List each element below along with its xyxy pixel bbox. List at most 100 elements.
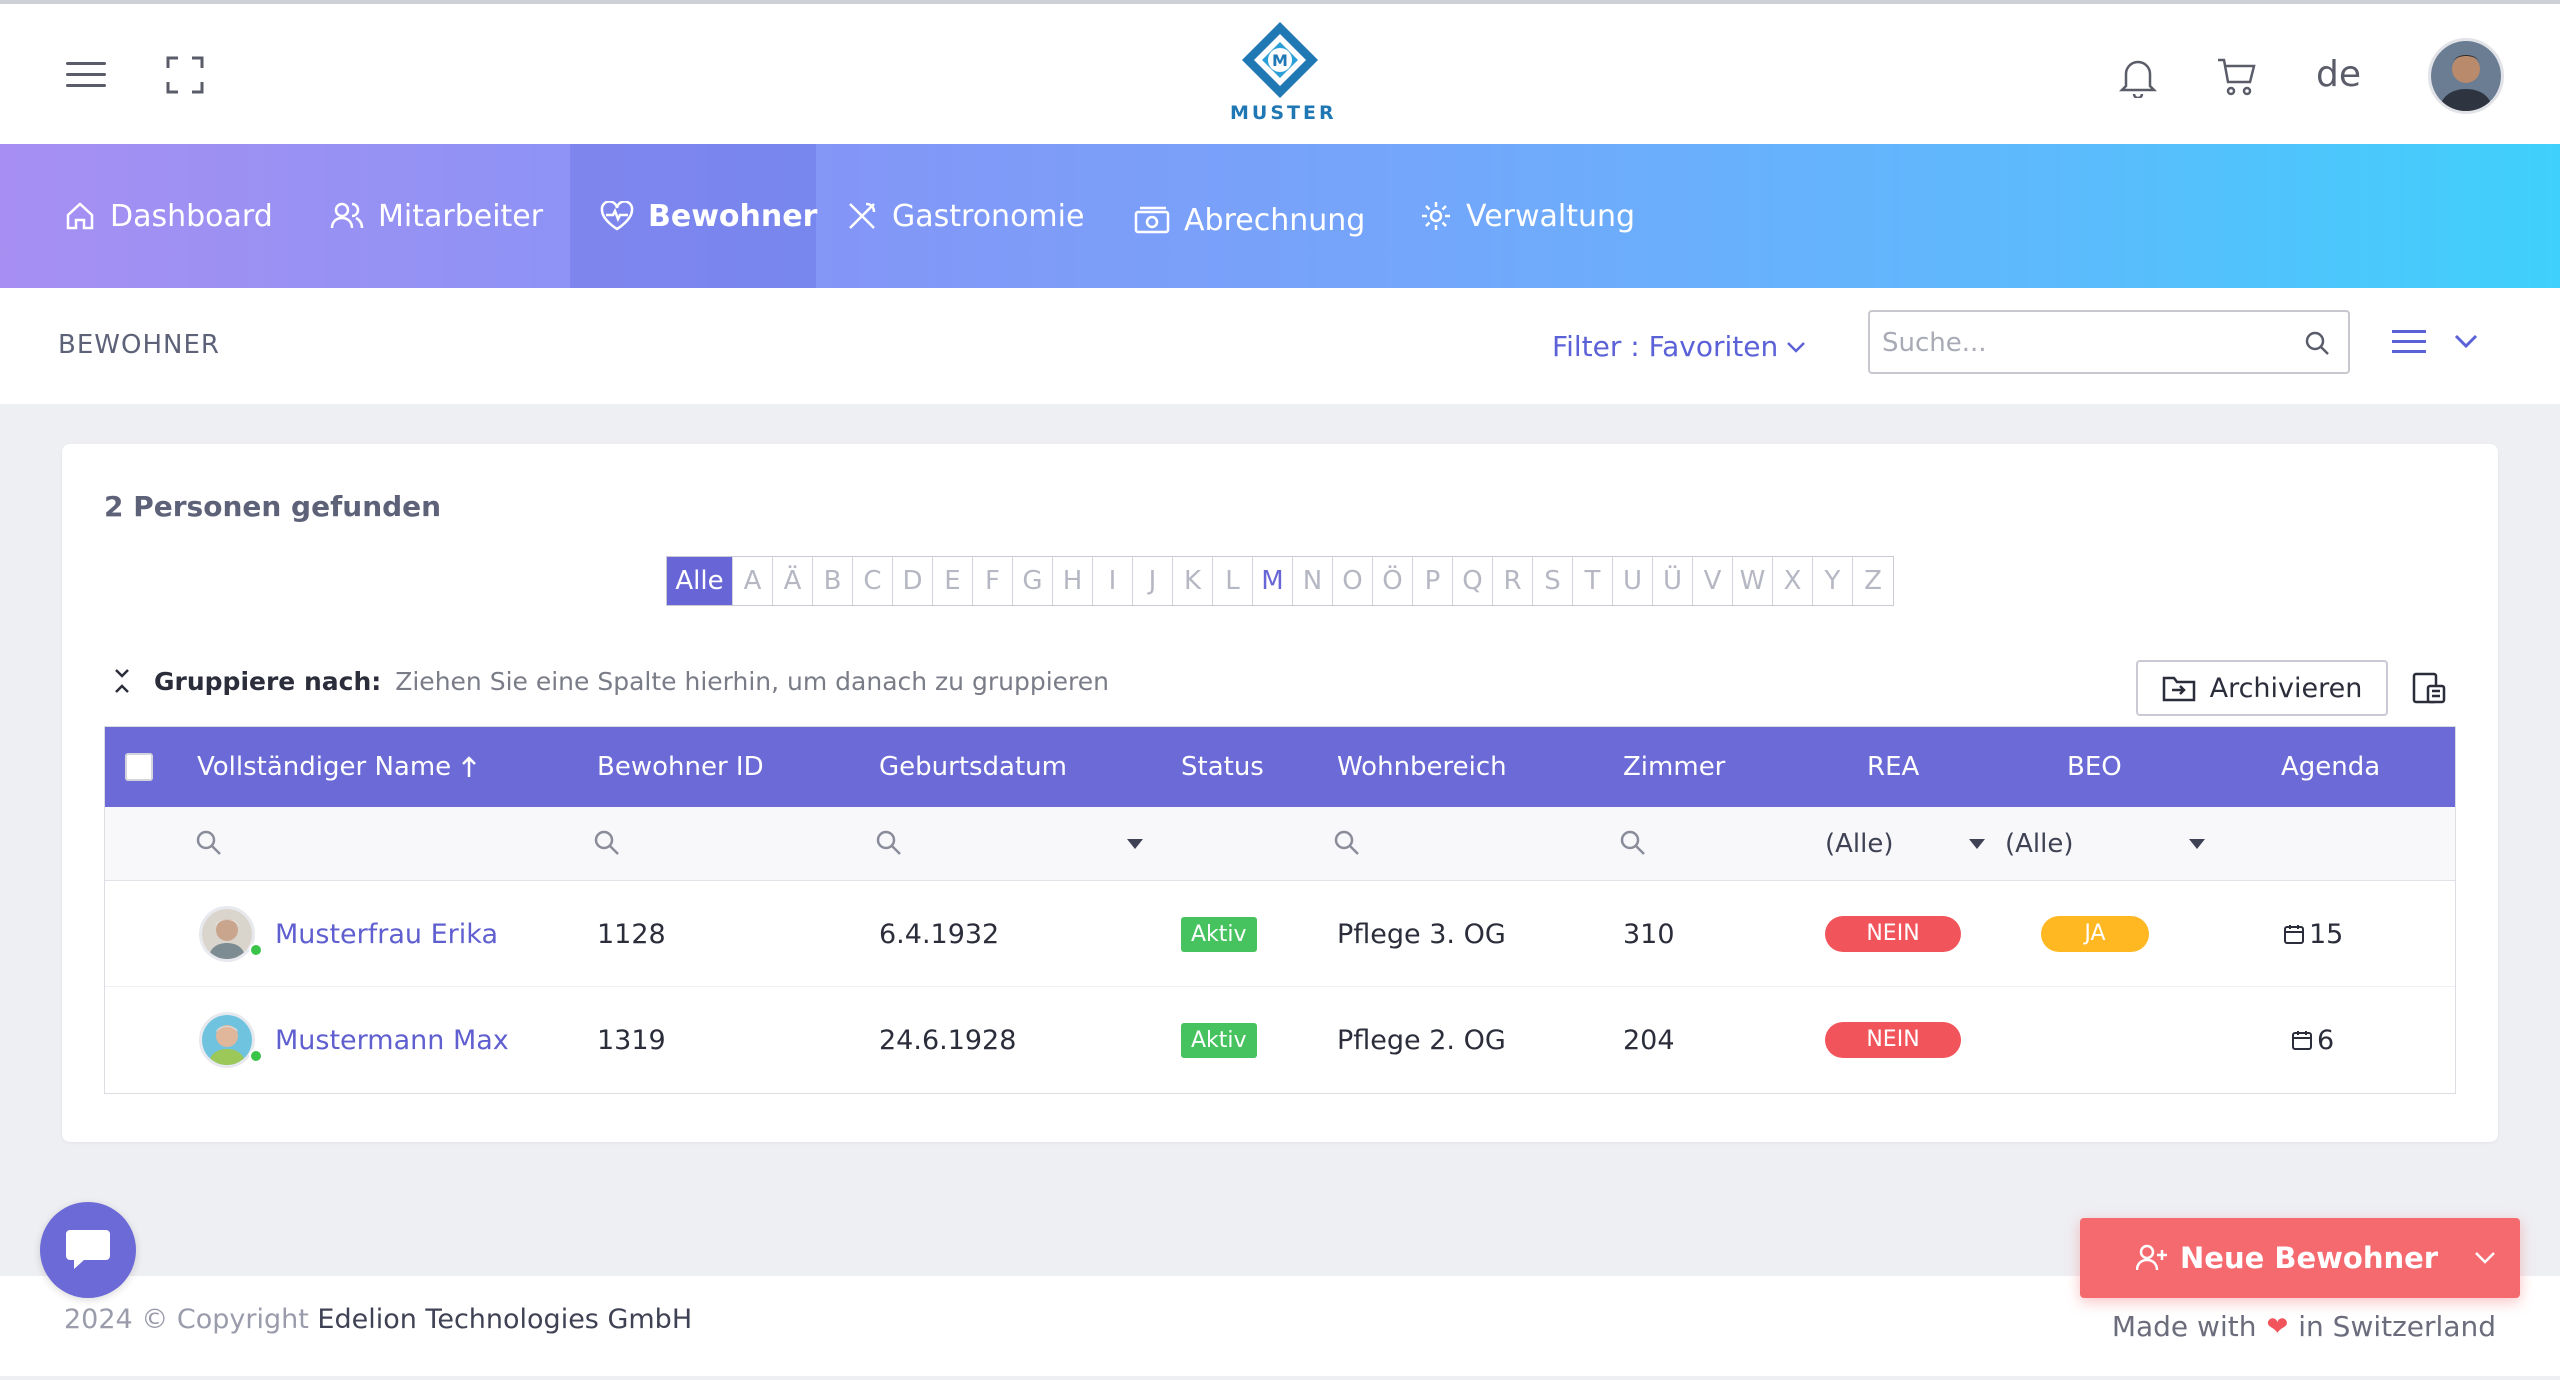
nav-label-gastronomie: Gastronomie [892,198,1085,234]
new-resident-button[interactable]: Neue Bewohner [2080,1218,2520,1298]
agenda-cell[interactable]: 6 [2291,987,2334,1093]
new-resident-dropdown[interactable] [2450,1251,2520,1265]
cart-icon[interactable] [2216,56,2258,98]
header-agenda[interactable]: Agenda [2281,752,2381,782]
search-input[interactable]: Suche... [1868,310,2350,374]
resident-birth: 6.4.1932 [879,918,1000,950]
table-row[interactable]: Musterfrau Erika 1128 6.4.1932 Aktiv Pfl… [105,881,2455,987]
brand-logo-text: MUSTER [1230,102,1337,124]
group-panel[interactable]: Gruppiere nach: Ziehen Sie eine Spalte h… [114,666,1109,696]
filter-dropdown[interactable]: Filter : Favoriten [1552,330,1806,363]
new-resident-main[interactable]: Neue Bewohner [2080,1241,2450,1275]
search-icon[interactable] [2304,330,2330,356]
language-switch[interactable]: de [2316,54,2361,95]
agenda-cell[interactable]: 15 [2283,881,2343,987]
top-bar: M MUSTER de [0,0,2560,144]
resident-avatar[interactable] [199,881,263,987]
list-view-icon[interactable] [2392,328,2426,354]
alphabet-letter[interactable]: V [1693,557,1733,605]
fullscreen-icon[interactable] [166,56,204,94]
alphabet-letter[interactable]: Ü [1653,557,1693,605]
table-row[interactable]: Mustermann Max 1319 24.6.1928 Aktiv Pfle… [105,987,2455,1093]
alphabet-letter[interactable]: N [1293,557,1333,605]
nav-item-verwaltung[interactable]: Verwaltung [1390,144,1665,288]
header-beo[interactable]: BEO [2067,752,2122,782]
alphabet-letter[interactable]: A [733,557,773,605]
nav-item-gastronomie[interactable]: Gastronomie [816,144,1114,288]
alphabet-letter[interactable]: P [1413,557,1453,605]
alphabet-letter[interactable]: H [1053,557,1093,605]
beo-badge: JA [2041,916,2149,952]
alphabet-letter[interactable]: E [933,557,973,605]
filter-birth-dropdown-icon[interactable] [1127,839,1143,849]
filter-birth-search-icon[interactable] [875,829,903,857]
header-id[interactable]: Bewohner ID [597,752,764,782]
alphabet-letter[interactable]: U [1613,557,1653,605]
alphabet-letter[interactable]: Z [1864,566,1882,596]
alphabet-letter[interactable]: M [1253,557,1293,605]
header-name[interactable]: Vollständiger Name [197,727,477,807]
resident-birth: 24.6.1928 [879,1024,1017,1056]
alphabet-letter[interactable]: Alle [667,557,733,605]
header-rea[interactable]: REA [1867,752,1920,782]
filter-rea-select[interactable]: (Alle) [1825,829,1985,859]
filter-row: (Alle) (Alle) [105,807,2455,881]
filter-name-search-icon[interactable] [195,829,223,857]
filter-room-search-icon[interactable] [1619,829,1647,857]
resident-area: Pflege 2. OG [1337,1024,1506,1056]
alphabet-letter[interactable]: S [1533,557,1573,605]
nav-item-dashboard[interactable]: Dashboard [34,144,303,288]
group-hint: Ziehen Sie eine Spalte hierhin, um danac… [395,666,1109,696]
alphabet-letter[interactable]: I [1093,557,1133,605]
alphabet-letter[interactable]: T [1573,557,1613,605]
alphabet-letter[interactable]: W [1733,557,1773,605]
hamburger-menu-icon[interactable] [66,60,106,90]
chat-button[interactable] [40,1202,136,1298]
header-room[interactable]: Zimmer [1623,752,1726,782]
select-all-checkbox[interactable] [125,753,153,781]
filter-beo-select[interactable]: (Alle) [2005,829,2205,859]
nav-item-abrechnung[interactable]: Abrechnung [1104,148,1395,292]
alphabet-letter[interactable]: O [1333,557,1373,605]
alphabet-letter[interactable]: X [1773,557,1813,605]
alphabet-letter[interactable]: K [1173,557,1213,605]
column-chooser-icon[interactable] [2412,672,2446,704]
alphabet-letter[interactable]: C [853,557,893,605]
nav-item-bewohner[interactable]: Bewohner [570,144,818,288]
alphabet-letter[interactable]: J [1133,557,1173,605]
alphabet-letter[interactable]: D [893,557,933,605]
filter-id-search-icon[interactable] [593,829,621,857]
bell-icon[interactable] [2118,56,2158,98]
nav-item-mitarbeiter[interactable]: Mitarbeiter [300,144,573,288]
archive-button[interactable]: Archivieren [2136,660,2388,716]
brand-logo[interactable]: M MUSTER [1230,20,1337,124]
rea-cell: NEIN [1825,987,1961,1093]
alphabet-letter[interactable]: L [1213,557,1253,605]
view-options-chevron-icon[interactable] [2454,334,2478,348]
resident-id-value: 1319 [597,1024,666,1056]
resident-avatar[interactable] [199,987,263,1093]
alphabet-letter[interactable]: Ä [773,557,813,605]
alphabet-letter[interactable]: G [1013,557,1053,605]
header-birth[interactable]: Geburtsdatum [879,752,1067,782]
company-link[interactable]: Edelion Technologies GmbH [317,1304,693,1335]
alphabet-letter[interactable]: Y [1813,557,1853,605]
resident-room: 204 [1623,1024,1675,1056]
alphabet-letter[interactable]: R [1493,557,1533,605]
nav-label-bewohner: Bewohner [648,198,818,234]
alphabet-letter[interactable]: Q [1453,557,1493,605]
header-area[interactable]: Wohnbereich [1337,752,1507,782]
alphabet-letter[interactable]: B [813,557,853,605]
filter-beo-value: (Alle) [2005,829,2074,859]
resident-name-link[interactable]: Mustermann Max [275,1024,509,1056]
filter-area-search-icon[interactable] [1333,829,1361,857]
copyright: 2024 © Copyright Edelion Technologies Gm… [64,1304,692,1335]
collapse-icon[interactable] [114,666,130,696]
alphabet-letter[interactable]: Ö [1373,557,1413,605]
resident-name-link[interactable]: Musterfrau Erika [275,918,498,950]
rea-badge: NEIN [1825,916,1961,952]
money-icon [1134,206,1170,234]
header-status[interactable]: Status [1181,752,1264,782]
alphabet-letter[interactable]: F [973,557,1013,605]
user-avatar[interactable] [2428,38,2504,114]
